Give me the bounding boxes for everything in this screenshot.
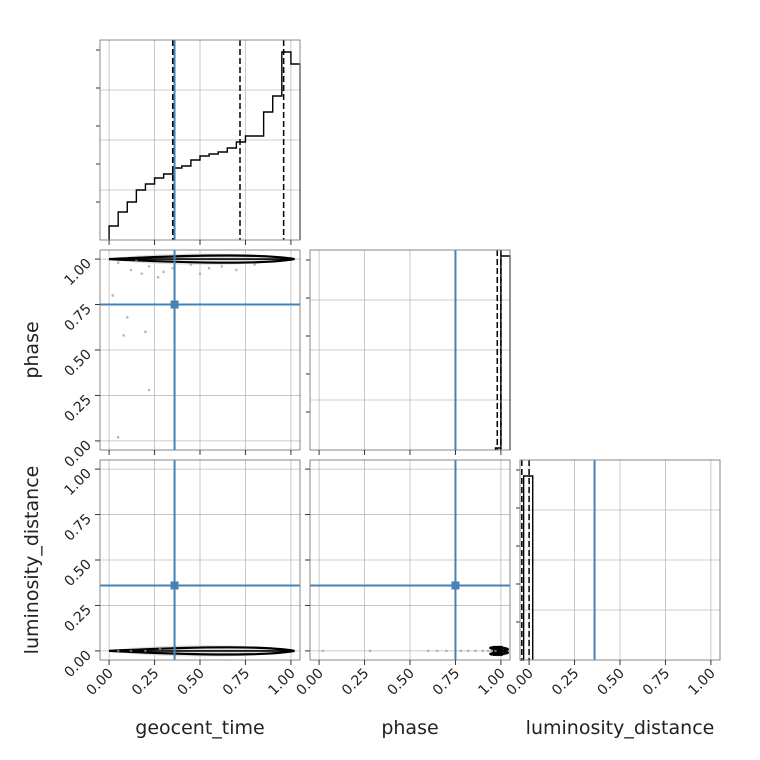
bottom-geocent_time-xtick-label-2: 0.50: [174, 666, 207, 699]
bottom-geocent_time-xtick-label-3: 0.75: [220, 666, 253, 699]
scatter-phase-vs-luminosity_distance-point-9: [486, 649, 490, 653]
left-phase-ytick-label-2: 0.50: [61, 347, 94, 380]
scatter-geocent_time-vs-luminosity_distance-point-1: [129, 649, 133, 653]
scatter-geocent_time-vs-luminosity_distance-truth-marker: [170, 581, 179, 590]
left-luminosity_distance-ytick-label-4: 1.00: [61, 466, 94, 499]
scatter-phase-vs-luminosity_distance-point-6: [466, 649, 470, 653]
bottom-phase-xtick-label-4: 1.00: [475, 666, 508, 699]
bottom-phase-xtick-label-1: 0.25: [339, 666, 372, 699]
bottom-luminosity_distance-xtick-label-3: 0.75: [640, 666, 673, 699]
scatter-geocent_time-vs-phase-point-17: [220, 265, 224, 268]
ylabel-luminosity-distance: luminosity_distance: [21, 466, 43, 655]
scatter-geocent_time-vs-phase-point-3: [147, 265, 151, 268]
left-phase-ytick-label-3: 0.75: [61, 301, 94, 334]
bottom-luminosity_distance-xtick-label-1: 0.25: [549, 666, 582, 699]
scatter-phase-vs-luminosity_distance-point-5: [459, 649, 463, 653]
scatter-phase-vs-luminosity_distance-point-7: [474, 649, 477, 653]
scatter-geocent_time-vs-luminosity_distance-point-3: [158, 647, 162, 651]
scatter-geocent_time-vs-phase-point-8: [207, 266, 211, 270]
scatter-phase-vs-luminosity_distance-point-0: [321, 649, 325, 653]
left-luminosity_distance-ytick-label-2: 0.50: [61, 557, 94, 590]
bottom-phase-xtick-label-0: 0.00: [294, 666, 327, 699]
scatter-phase-vs-luminosity_distance-point-10: [490, 649, 494, 653]
left-luminosity_distance-ytick-label-1: 0.25: [61, 602, 94, 635]
scatter-geocent_time-vs-phase-point-7: [189, 263, 193, 266]
scatter-phase-vs-luminosity_distance-truth-marker: [451, 581, 460, 590]
bottom-geocent_time-xtick-label-0: 0.00: [84, 666, 117, 699]
left-phase-ytick-label-4: 1.00: [61, 256, 94, 289]
xlabel-phase: phase: [381, 717, 438, 739]
bottom-luminosity_distance-xtick-label-4: 1.00: [685, 666, 718, 699]
scatter-geocent_time-vs-phase-point-14: [111, 294, 115, 297]
bottom-phase-xtick-label-2: 0.50: [384, 666, 417, 699]
scatter-phase-vs-luminosity_distance-point-8: [481, 649, 485, 653]
scatter-geocent_time-vs-phase-point-16: [198, 272, 202, 275]
scatter-geocent_time-vs-phase-point-4: [162, 270, 165, 274]
scatter-phase-vs-luminosity_distance-point-2: [426, 649, 430, 653]
ylabel-phase: phase: [21, 321, 43, 378]
scatter-geocent_time-vs-phase-truth-marker: [170, 300, 179, 309]
scatter-geocent_time-vs-phase-point-15: [135, 259, 138, 263]
bottom-geocent_time-xtick-label-4: 1.00: [265, 666, 298, 699]
scatter-geocent_time-vs-phase-point-6: [156, 275, 160, 279]
scatter-geocent_time-vs-phase-point-0: [116, 261, 120, 265]
scatter-geocent_time-vs-phase-point-5: [171, 266, 175, 270]
left-phase-ytick-label-1: 0.25: [61, 392, 94, 425]
left-luminosity_distance-ytick-label-0: 0.00: [61, 647, 94, 680]
xlabel-luminosity-distance: luminosity_distance: [526, 717, 715, 739]
scatter-geocent_time-vs-phase-point-1: [129, 268, 133, 272]
bottom-phase-xtick-label-3: 0.75: [430, 666, 463, 699]
scatter-geocent_time-vs-phase-point-10: [144, 330, 147, 334]
left-phase-ytick-label-0: 0.00: [61, 437, 94, 470]
left-luminosity_distance-ytick-label-3: 0.75: [61, 511, 94, 544]
bottom-luminosity_distance-xtick-label-0: 0.00: [504, 666, 537, 699]
scatter-phase-vs-luminosity_distance-density-block: [492, 645, 503, 656]
scatter-phase-vs-luminosity_distance-point-4: [445, 649, 448, 653]
scatter-geocent_time-vs-luminosity_distance-point-2: [144, 649, 147, 653]
scatter-phase-vs-luminosity_distance-point-3: [435, 649, 439, 653]
scatter-geocent_time-vs-phase-point-9: [125, 315, 129, 319]
scatter-geocent_time-vs-luminosity_distance-point-0: [116, 649, 120, 653]
scatter-geocent_time-vs-phase-point-2: [140, 272, 144, 275]
scatter-geocent_time-vs-phase-point-12: [147, 388, 151, 392]
bottom-luminosity_distance-xtick-label-2: 0.50: [594, 666, 627, 699]
xlabel-geocent-time: geocent_time: [135, 717, 264, 739]
scatter-phase-vs-luminosity_distance-point-11: [494, 649, 497, 653]
hist-geocent_time-steps: [108, 51, 301, 240]
scatter-geocent_time-vs-phase-point-13: [116, 435, 120, 439]
scatter-geocent_time-vs-phase-point-18: [235, 268, 238, 272]
scatter-phase-vs-luminosity_distance-point-1: [368, 649, 372, 653]
bottom-geocent_time-xtick-label-1: 0.25: [129, 666, 162, 699]
scatter-geocent_time-vs-phase-point-11: [122, 334, 125, 337]
scatter-geocent_time-vs-phase-point-19: [253, 263, 256, 266]
